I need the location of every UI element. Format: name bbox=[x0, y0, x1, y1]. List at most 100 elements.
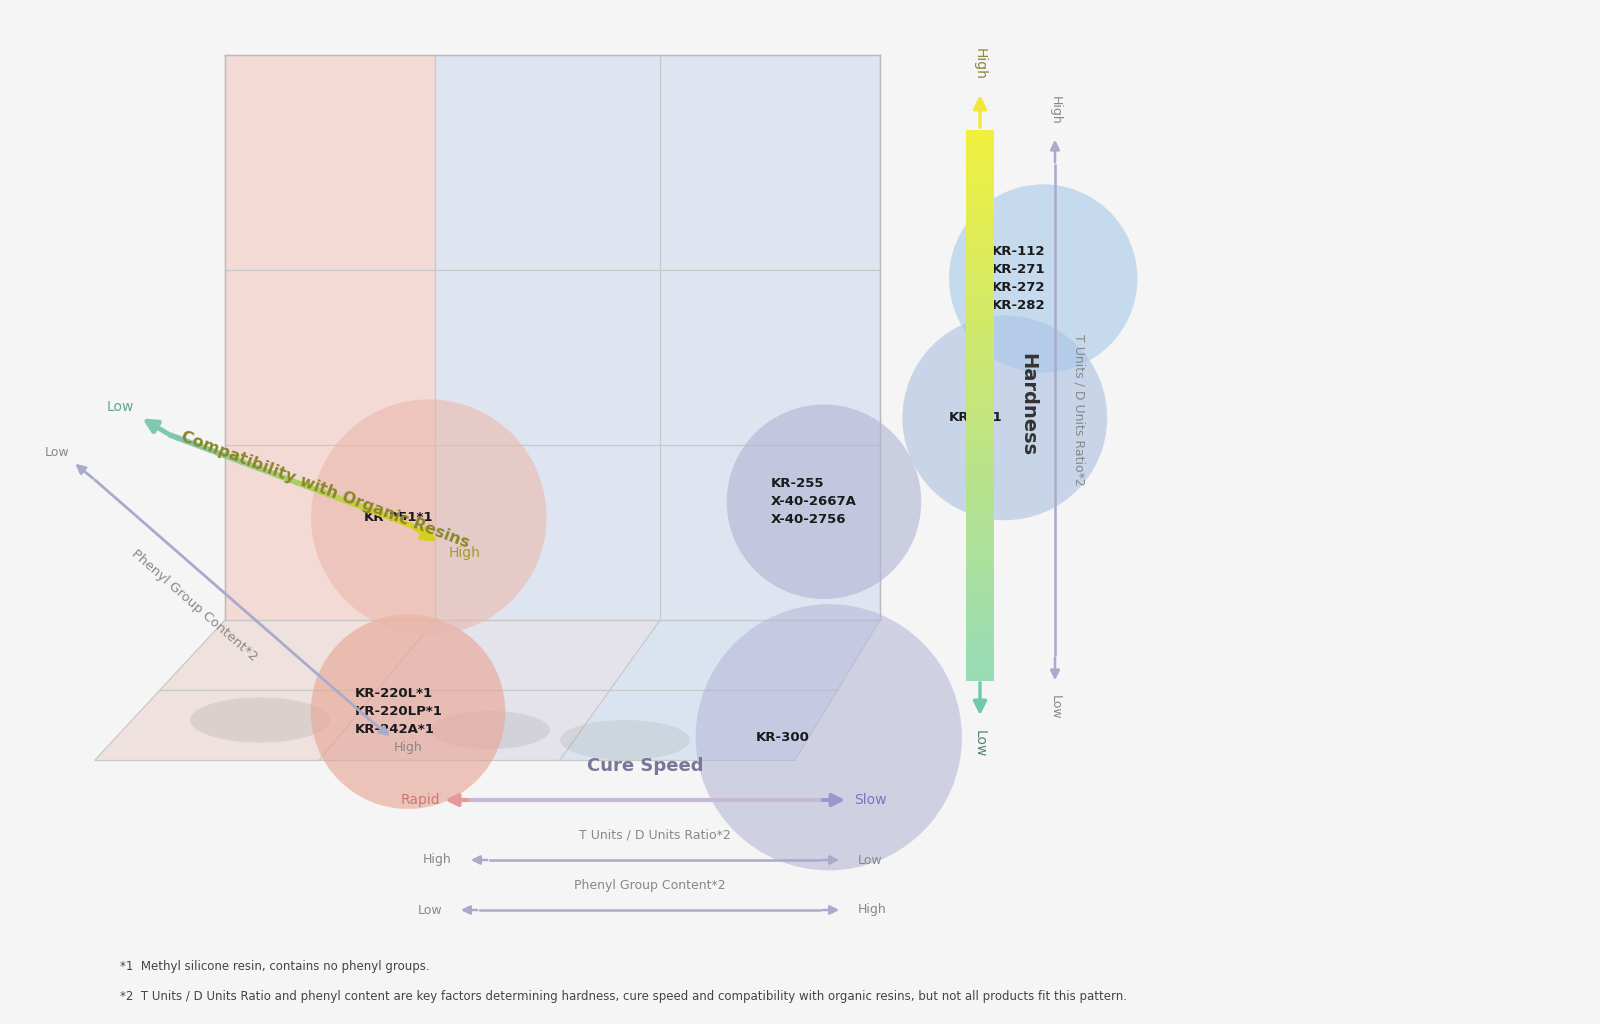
Bar bbox=[966, 151, 994, 158]
Circle shape bbox=[696, 604, 962, 870]
Bar bbox=[966, 652, 994, 659]
Bar bbox=[966, 604, 994, 611]
Bar bbox=[966, 667, 994, 674]
Bar bbox=[966, 591, 994, 598]
Bar bbox=[966, 191, 994, 200]
Bar bbox=[966, 274, 994, 282]
Text: Low: Low bbox=[45, 445, 69, 459]
Bar bbox=[966, 391, 994, 398]
Text: Hardness: Hardness bbox=[1018, 353, 1037, 457]
Bar bbox=[966, 611, 994, 618]
Bar bbox=[966, 536, 994, 543]
Bar bbox=[966, 446, 994, 454]
Text: KR-220L*1
KR-220LP*1
KR-242A*1: KR-220L*1 KR-220LP*1 KR-242A*1 bbox=[355, 687, 442, 736]
Text: High: High bbox=[424, 853, 453, 866]
Text: *2  T Units / D Units Ratio and phenyl content are key factors determining hardn: *2 T Units / D Units Ratio and phenyl co… bbox=[120, 990, 1126, 1002]
Bar bbox=[966, 480, 994, 488]
Polygon shape bbox=[560, 620, 880, 760]
Bar bbox=[966, 158, 994, 165]
Text: Cure Speed: Cure Speed bbox=[587, 757, 704, 775]
Bar bbox=[966, 406, 994, 413]
Text: High: High bbox=[973, 48, 987, 80]
Circle shape bbox=[902, 315, 1107, 520]
Bar bbox=[966, 343, 994, 350]
Bar bbox=[966, 439, 994, 446]
Bar bbox=[966, 556, 994, 563]
Ellipse shape bbox=[430, 711, 550, 749]
Text: Low: Low bbox=[858, 853, 883, 866]
Bar bbox=[966, 282, 994, 289]
Bar bbox=[966, 584, 994, 591]
Text: High: High bbox=[394, 741, 422, 755]
Text: Low: Low bbox=[973, 730, 987, 758]
Bar bbox=[966, 659, 994, 667]
Text: High: High bbox=[858, 903, 886, 916]
Bar bbox=[966, 570, 994, 578]
Bar bbox=[966, 432, 994, 440]
Bar bbox=[966, 515, 994, 522]
Ellipse shape bbox=[560, 720, 690, 760]
Bar bbox=[966, 419, 994, 426]
Bar bbox=[966, 639, 994, 646]
Bar bbox=[966, 336, 994, 344]
Bar bbox=[966, 645, 994, 653]
Bar bbox=[966, 302, 994, 309]
Bar bbox=[966, 171, 994, 178]
Bar bbox=[966, 398, 994, 406]
Bar bbox=[966, 206, 994, 213]
Bar bbox=[966, 364, 994, 371]
Bar bbox=[966, 597, 994, 605]
Text: High: High bbox=[1048, 96, 1061, 125]
Bar bbox=[966, 219, 994, 226]
Bar bbox=[966, 467, 994, 474]
Text: Phenyl Group Content*2: Phenyl Group Content*2 bbox=[130, 547, 259, 664]
Bar bbox=[966, 384, 994, 392]
Bar bbox=[966, 178, 994, 185]
Bar bbox=[966, 426, 994, 433]
Text: Rapid: Rapid bbox=[400, 793, 440, 807]
Bar bbox=[966, 199, 994, 206]
Bar bbox=[966, 247, 994, 254]
Bar bbox=[966, 357, 994, 365]
Text: KR-251*1: KR-251*1 bbox=[365, 511, 434, 523]
Polygon shape bbox=[320, 620, 661, 760]
Circle shape bbox=[310, 614, 506, 809]
Bar bbox=[966, 502, 994, 509]
Bar bbox=[966, 618, 994, 626]
Bar bbox=[966, 143, 994, 152]
Bar bbox=[966, 412, 994, 419]
Bar bbox=[966, 528, 994, 537]
Circle shape bbox=[310, 399, 547, 635]
Circle shape bbox=[726, 404, 922, 599]
Bar bbox=[966, 288, 994, 296]
Text: Slow: Slow bbox=[854, 793, 886, 807]
Bar bbox=[966, 130, 994, 137]
Bar bbox=[966, 295, 994, 302]
Bar bbox=[966, 549, 994, 557]
Bar bbox=[966, 577, 994, 585]
Text: Compatibility with Organic Resins: Compatibility with Organic Resins bbox=[179, 429, 472, 551]
Bar bbox=[966, 460, 994, 467]
Bar bbox=[966, 309, 994, 316]
Bar bbox=[966, 487, 994, 495]
Text: Low: Low bbox=[1048, 695, 1061, 720]
Text: KR-300: KR-300 bbox=[755, 731, 810, 743]
Bar bbox=[966, 323, 994, 330]
Bar bbox=[966, 137, 994, 144]
Bar bbox=[966, 522, 994, 529]
Bar bbox=[966, 563, 994, 570]
Bar bbox=[966, 267, 994, 274]
Polygon shape bbox=[435, 55, 880, 620]
Bar bbox=[966, 226, 994, 233]
Bar bbox=[966, 185, 994, 193]
Bar bbox=[966, 474, 994, 481]
Text: KR-112
KR-271
KR-272
KR-282: KR-112 KR-271 KR-272 KR-282 bbox=[992, 245, 1045, 312]
Bar bbox=[966, 378, 994, 385]
Bar bbox=[966, 315, 994, 323]
Ellipse shape bbox=[190, 697, 330, 742]
Bar bbox=[966, 371, 994, 378]
Polygon shape bbox=[226, 55, 435, 620]
Bar bbox=[966, 240, 994, 248]
Text: High: High bbox=[450, 546, 482, 560]
Bar bbox=[966, 632, 994, 639]
